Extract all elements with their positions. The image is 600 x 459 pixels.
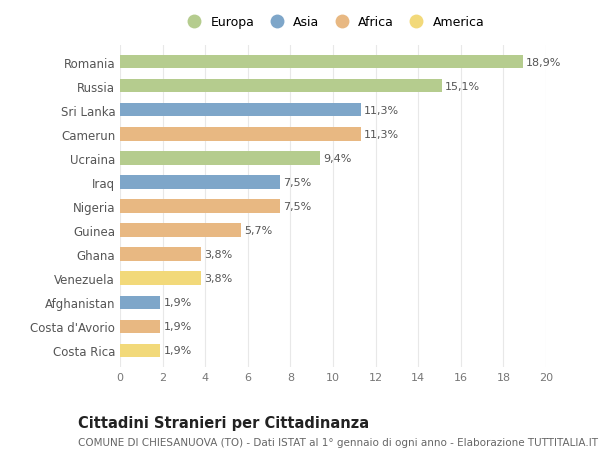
Text: Cittadini Stranieri per Cittadinanza: Cittadini Stranieri per Cittadinanza — [78, 415, 369, 431]
Text: 7,5%: 7,5% — [283, 178, 311, 188]
Text: 18,9%: 18,9% — [526, 58, 561, 67]
Text: 11,3%: 11,3% — [364, 129, 399, 140]
Legend: Europa, Asia, Africa, America: Europa, Asia, Africa, America — [179, 14, 487, 32]
Bar — [120, 296, 160, 309]
Bar — [120, 80, 442, 93]
Bar — [120, 344, 160, 357]
Text: COMUNE DI CHIESANUOVA (TO) - Dati ISTAT al 1° gennaio di ogni anno - Elaborazion: COMUNE DI CHIESANUOVA (TO) - Dati ISTAT … — [78, 437, 598, 447]
Bar — [120, 128, 361, 141]
Text: 1,9%: 1,9% — [164, 297, 192, 308]
Bar — [120, 224, 241, 237]
Text: 11,3%: 11,3% — [364, 106, 399, 116]
Bar — [120, 176, 280, 189]
Text: 9,4%: 9,4% — [323, 154, 352, 163]
Bar — [120, 56, 523, 69]
Bar — [120, 272, 201, 285]
Text: 3,8%: 3,8% — [204, 250, 232, 259]
Bar — [120, 200, 280, 213]
Text: 1,9%: 1,9% — [164, 346, 192, 355]
Text: 3,8%: 3,8% — [204, 274, 232, 284]
Text: 1,9%: 1,9% — [164, 321, 192, 331]
Text: 7,5%: 7,5% — [283, 202, 311, 212]
Bar — [120, 152, 320, 165]
Bar — [120, 320, 160, 333]
Text: 15,1%: 15,1% — [445, 82, 480, 92]
Text: 5,7%: 5,7% — [245, 225, 273, 235]
Bar — [120, 248, 201, 261]
Bar — [120, 104, 361, 117]
